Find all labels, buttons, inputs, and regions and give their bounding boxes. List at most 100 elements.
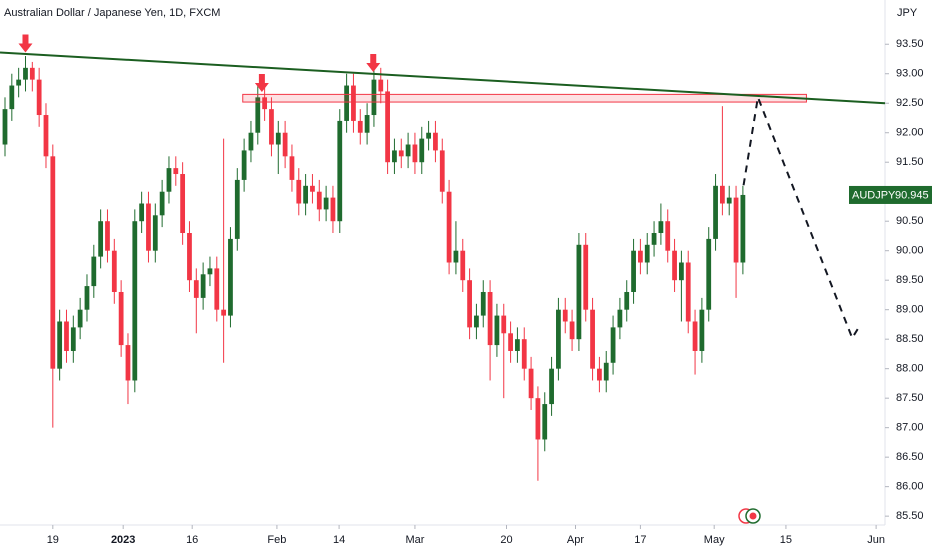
candle: [207, 256, 213, 287]
candle: [29, 61, 35, 92]
candle: [651, 221, 657, 257]
candle-body: [139, 203, 145, 222]
candle-body: [371, 79, 377, 116]
candle: [467, 268, 472, 340]
candle: [713, 174, 718, 251]
candle: [699, 297, 705, 363]
candle: [323, 185, 329, 222]
candle: [111, 238, 117, 304]
y-tick-label: 92.50: [896, 97, 924, 109]
candle: [624, 280, 630, 322]
candle-body: [2, 109, 8, 145]
y-tick-label: 87.50: [896, 392, 924, 404]
x-tick-label: 16: [186, 534, 198, 546]
candle: [330, 185, 336, 234]
candle-body: [323, 197, 329, 210]
candle-body: [433, 132, 438, 151]
candle-body: [91, 256, 97, 287]
candle-body: [152, 215, 158, 251]
candle: [193, 268, 199, 334]
candle: [556, 297, 561, 381]
candle-body: [405, 144, 411, 157]
candle: [351, 73, 356, 133]
candle-body: [159, 191, 165, 216]
candle: [597, 356, 602, 393]
candle-body: [132, 221, 138, 381]
candle-body: [487, 291, 493, 346]
candle-body: [569, 321, 575, 340]
candle-body: [494, 315, 500, 346]
candle: [221, 138, 227, 363]
candle-body: [480, 291, 486, 316]
candle-body: [719, 185, 725, 204]
y-tick-label: 86.00: [896, 481, 924, 493]
candle: [357, 109, 363, 145]
candle-body: [644, 244, 650, 263]
candle-body: [16, 79, 22, 86]
candle: [617, 297, 623, 340]
candle-body: [180, 174, 186, 234]
candle-body: [296, 179, 302, 204]
candle-body: [398, 150, 404, 157]
candle: [173, 156, 179, 186]
last-price-box: [849, 185, 932, 204]
x-tick-label: Jun: [867, 534, 885, 546]
candle: [234, 168, 240, 251]
candle-body: [597, 368, 602, 381]
candle-body: [556, 309, 561, 369]
x-tick-label: 17: [634, 534, 646, 546]
candle: [200, 262, 206, 310]
candle: [9, 73, 15, 121]
candle-body: [111, 250, 117, 292]
x-tick-label: 20: [500, 534, 512, 546]
x-tick-label: May: [704, 534, 725, 546]
y-tick-label: 90.50: [896, 215, 924, 227]
candle: [474, 303, 479, 340]
candle-body: [713, 185, 718, 239]
y-tick-label: 93.50: [896, 38, 924, 50]
y-tick-label: 88.00: [896, 363, 924, 375]
candle-body: [474, 315, 479, 328]
candle: [542, 392, 548, 452]
candle-body: [631, 250, 636, 292]
candle-body: [23, 67, 28, 80]
candle-body: [125, 345, 131, 381]
candle-body: [166, 168, 172, 192]
candle: [583, 233, 589, 322]
candle: [139, 191, 145, 234]
candle-body: [146, 203, 151, 251]
candle-body: [515, 339, 520, 351]
candle: [569, 309, 575, 351]
candle: [610, 315, 616, 375]
candle: [549, 356, 554, 416]
candle: [685, 250, 691, 334]
candle-body: [173, 168, 179, 175]
candle: [419, 126, 425, 175]
candle: [187, 221, 192, 292]
candle-body: [228, 238, 233, 316]
resistance-zone: [242, 93, 807, 103]
candle-body: [118, 291, 124, 346]
candle-body: [733, 197, 739, 263]
candle: [692, 309, 698, 375]
candle-body: [248, 132, 254, 151]
candle: [658, 203, 664, 245]
candle: [426, 120, 431, 151]
candle-body: [330, 197, 336, 222]
candle: [125, 333, 131, 405]
candle: [460, 238, 466, 292]
candle-body: [638, 250, 643, 263]
candle-body: [685, 262, 691, 322]
candle-body: [501, 315, 507, 334]
candle-body: [508, 333, 513, 351]
candle-body: [419, 138, 425, 163]
candle: [337, 109, 343, 234]
candle-body: [665, 221, 671, 251]
candle-body: [241, 150, 247, 180]
candle-body: [275, 132, 281, 145]
candle-body: [726, 197, 732, 204]
logo: [738, 508, 761, 524]
candle-body: [351, 85, 356, 121]
candle: [146, 191, 151, 263]
